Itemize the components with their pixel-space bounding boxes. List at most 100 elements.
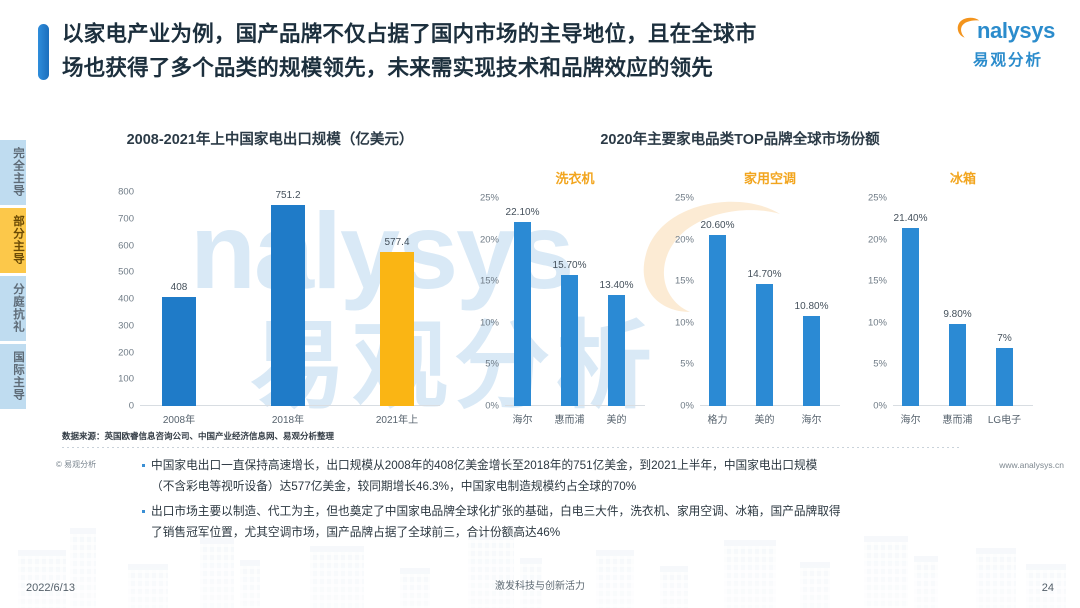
bar-value-wm-haier: 22.10% [505, 207, 540, 219]
data-source-note: 数据来源：英国欧睿信息咨询公司、中国产业经济信息网、易观分析整理 [62, 431, 335, 441]
bar-2021h1[interactable]: 577.4 2021年上 [376, 237, 418, 427]
page-title-line2: 场也获得了多个品类的规模领先，未来需实现技术和品牌效应的领先 [62, 56, 714, 80]
left-ytick-0: 0 [128, 400, 134, 412]
bar-value-ac-midea: 14.70% [747, 268, 782, 280]
bar-category-wm-midea: 美的 [606, 415, 627, 426]
ac-ytick-15: 15% [674, 275, 694, 287]
bar-2018[interactable]: 751.2 2018年 [271, 190, 305, 426]
bar-value-rf-lg: 7% [997, 332, 1012, 344]
bar-value-rf-whirlpool: 9.80% [943, 309, 972, 321]
refrigerator-chart: 冰箱 25% 20% 15% 10% 5% 0% 21.40% 海尔 9.80%… [868, 171, 1033, 426]
bar-value-wm-whirlpool: 15.70% [552, 260, 587, 272]
logo-swoosh-icon [957, 17, 980, 38]
rf-ytick-25: 25% [867, 192, 887, 204]
bar-wm-midea[interactable]: 13.40% 美的 [600, 280, 634, 426]
left-ytick-300: 300 [118, 320, 134, 332]
page-title: 以家电产业为例，国产品牌不仅占据了国内市场的主导地位，且在全球市 场也获得了多个… [62, 17, 942, 85]
divider [62, 447, 962, 448]
ac-ytick-0: 0% [680, 400, 694, 412]
bar-rf-lg[interactable]: 7% LG电子 [988, 333, 1021, 426]
logo-chinese: 易观分析 [972, 52, 1043, 69]
rf-ytick-5: 5% [873, 358, 887, 370]
wm-ytick-10: 10% [479, 317, 499, 329]
ac-ytick-25: 25% [674, 192, 694, 204]
wm-ytick-20: 20% [479, 234, 499, 246]
bar-wm-haier[interactable]: 22.10% 海尔 [506, 207, 540, 426]
page-title-line1: 以家电产业为例，国产品牌不仅占据了国内市场的主导地位，且在全球市 [62, 22, 757, 46]
left-ytick-800: 800 [118, 186, 134, 198]
bar-rf-haier[interactable]: 21.40% 海尔 [894, 213, 928, 426]
bullet-2-line-1: 出口市场主要以制造、代工为主，但也奠定了中国家电品牌全球化扩张的基础，白电三大件… [151, 505, 841, 518]
footer-tagline: 激发科技与创新活力 [495, 581, 585, 592]
bar-category-wm-haier: 海尔 [512, 415, 533, 426]
bar-ac-midea[interactable]: 14.70% 美的 [748, 269, 782, 426]
logo-wordmark: nalysys [977, 18, 1055, 43]
bar-category-rf-lg: LG电子 [987, 415, 1022, 426]
wm-ytick-25: 25% [479, 192, 499, 204]
sidebar-item-partial-dominance[interactable]: 部分主导 [0, 208, 26, 273]
bar-ac-haier[interactable]: 10.80% 海尔 [795, 301, 829, 426]
air-conditioner-chart: 家用空调 25% 20% 15% 10% 5% 0% 20.60% 格力 14.… [675, 171, 840, 426]
bar-value-rf-haier: 21.40% [893, 212, 928, 224]
stage-sidebar: 完全主导 部分主导 分庭抗礼 国际主导 [0, 140, 26, 412]
left-chart-plot: 800 700 600 500 400 300 200 100 0 408 20… [118, 187, 440, 427]
skyline-decoration [0, 498, 1080, 608]
bullet-2-line-2: 了销售冠军位置，尤其空调市场，国产品牌占据了全球前三，合计份额高达46% [151, 526, 561, 539]
bullet-1-line-1: 中国家电出口一直保持高速增长，出口规模从2008年的408亿美金增长至2018年… [151, 459, 818, 472]
wm-ytick-0: 0% [485, 400, 499, 412]
rf-ytick-20: 20% [867, 234, 887, 246]
bullet-1-line-2: （不含彩电等视听设备）达577亿美金，较同期增长46.3%，中国家电制造规模约占… [151, 480, 637, 493]
air-conditioner-group-title: 家用空调 [743, 171, 797, 186]
bar-category-2018: 2018年 [271, 415, 305, 426]
left-ytick-500: 500 [118, 266, 134, 278]
sidebar-item-international-dominance[interactable]: 国际主导 [0, 344, 26, 409]
bar-category-ac-gree: 格力 [707, 415, 728, 426]
footer-date: 2022/6/13 [26, 582, 75, 594]
bar-value-2021h1: 577.4 [384, 236, 410, 248]
website-url: www.analysys.cn [999, 460, 1064, 470]
left-ytick-700: 700 [118, 213, 134, 225]
ac-ytick-20: 20% [674, 234, 694, 246]
bar-category-2021h1: 2021年上 [375, 415, 419, 426]
copyright-mark: © 易观分析 [56, 460, 97, 469]
left-chart-title: 2008-2021年上中国家电出口规模（亿美元） [126, 132, 414, 148]
left-ytick-200: 200 [118, 347, 134, 358]
wm-ytick-5: 5% [485, 358, 499, 370]
ac-ytick-10: 10% [674, 317, 694, 329]
rf-ytick-15: 15% [867, 275, 887, 287]
rf-ytick-10: 10% [867, 317, 887, 329]
bar-ac-gree[interactable]: 20.60% 格力 [701, 220, 735, 426]
refrigerator-group-title: 冰箱 [949, 171, 977, 186]
washing-machine-chart: 洗衣机 25% 20% 15% 10% 5% 0% 22.10% 海尔 15.7… [480, 171, 645, 426]
bar-value-2018: 751.2 [275, 190, 301, 202]
bullet-list: 中国家电出口一直保持高速增长，出口规模从2008年的408亿美金增长至2018年… [142, 455, 942, 547]
header-accent-bar [38, 24, 49, 80]
left-ytick-400: 400 [118, 293, 134, 305]
left-ytick-600: 600 [118, 240, 134, 251]
list-item: 出口市场主要以制造、代工为主，但也奠定了中国家电品牌全球化扩张的基础，白电三大件… [142, 501, 942, 543]
bar-value-ac-haier: 10.80% [794, 301, 829, 313]
bar-2008[interactable]: 408 2008年 [162, 282, 196, 426]
bar-value-2008: 408 [170, 281, 188, 293]
right-chart-title: 2020年主要家电品类TOP品牌全球市场份额 [600, 132, 880, 148]
wm-ytick-15: 15% [479, 275, 499, 287]
rf-ytick-0: 0% [873, 400, 887, 412]
list-item: 中国家电出口一直保持高速增长，出口规模从2008年的408亿美金增长至2018年… [142, 455, 942, 497]
bar-wm-whirlpool[interactable]: 15.70% 惠而浦 [553, 260, 587, 426]
slide-header: 以家电产业为例，国产品牌不仅占据了国内市场的主导地位，且在全球市 场也获得了多个… [0, 0, 1080, 100]
bar-value-ac-gree: 20.60% [700, 219, 735, 231]
footer-page-number: 24 [1041, 582, 1054, 594]
sidebar-item-full-dominance[interactable]: 完全主导 [0, 140, 26, 205]
bar-category-ac-midea: 美的 [754, 415, 775, 426]
sidebar-item-contested[interactable]: 分庭抗礼 [0, 276, 26, 341]
bar-value-wm-midea: 13.40% [599, 279, 634, 291]
washing-machine-group-title: 洗衣机 [555, 171, 595, 186]
bar-category-rf-haier: 海尔 [900, 415, 921, 426]
bar-rf-whirlpool[interactable]: 9.80% 惠而浦 [943, 309, 973, 426]
ac-ytick-5: 5% [680, 358, 694, 370]
bar-category-rf-whirlpool: 惠而浦 [942, 415, 973, 426]
left-ytick-100: 100 [118, 373, 134, 385]
bar-category-wm-whirlpool: 惠而浦 [554, 415, 585, 426]
analysys-logo: nalysys 易观分析 [950, 17, 1066, 70]
